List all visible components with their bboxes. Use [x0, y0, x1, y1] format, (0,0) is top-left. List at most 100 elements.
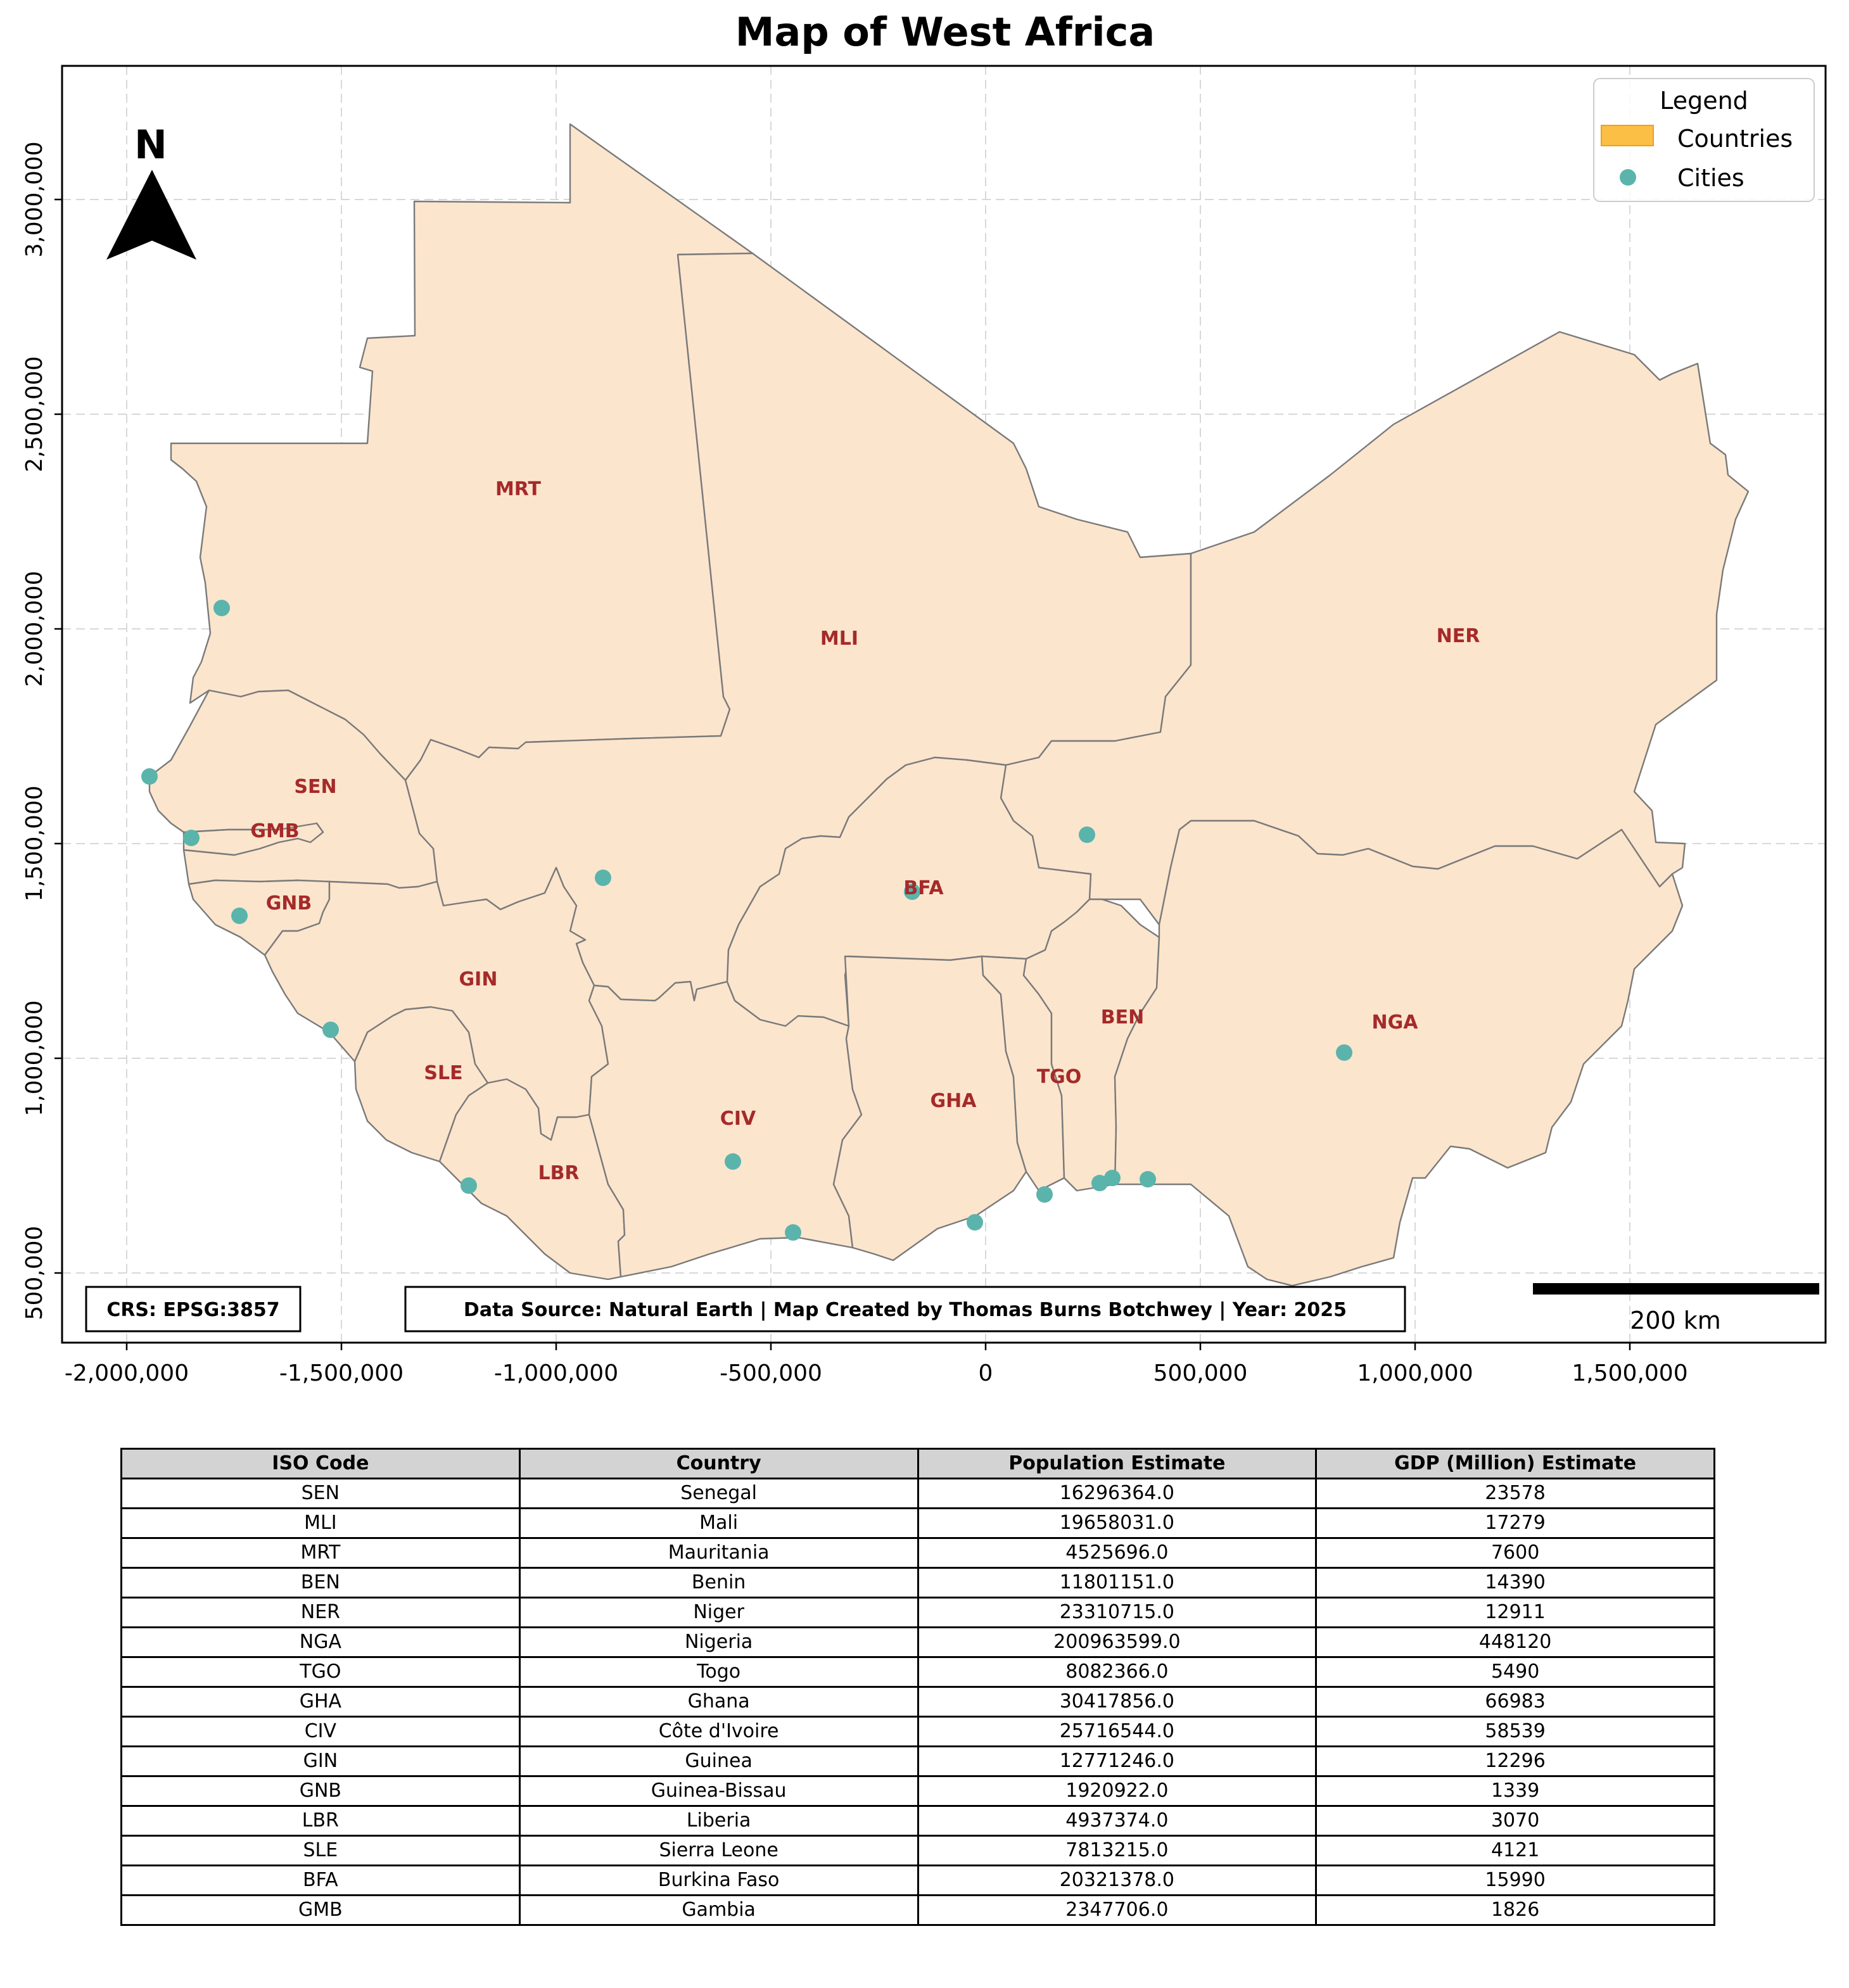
table-cell: 1920922.0 [917, 1775, 1318, 1807]
y-tick-label: 3,000,000 [22, 141, 48, 257]
table-cell: 8082366.0 [917, 1656, 1318, 1688]
legend-cities-marker [1620, 169, 1636, 186]
table-row: BFA Burkina Faso 20321378.0 15990 [120, 1865, 1715, 1896]
table-cell: CIV [120, 1716, 521, 1747]
table-cell: 12771246.0 [917, 1745, 1318, 1777]
x-tick-label: 1,000,000 [1357, 1360, 1473, 1386]
table-cell: 12911 [1315, 1597, 1715, 1628]
table-cell: 4937374.0 [917, 1805, 1318, 1837]
country-label-gmb: GMB [250, 820, 299, 842]
country-labels: MRT MLI NER SEN GMB GNB GIN BFA SLE LBR … [250, 478, 1480, 1184]
table-cell: GHA [120, 1686, 521, 1718]
table-cell: 19658031.0 [917, 1507, 1318, 1539]
table-row: TGO Togo 8082366.0 5490 [120, 1656, 1715, 1688]
country-label-civ: CIV [720, 1108, 756, 1130]
x-axis: -2,000,000 -1,500,000 -1,000,000 -500,00… [65, 1343, 1688, 1386]
table-cell: Mauritania [518, 1537, 919, 1569]
table-cell: NER [120, 1597, 521, 1628]
table-cell: 11801151.0 [917, 1567, 1318, 1599]
table-cell: 448120 [1315, 1626, 1715, 1658]
table-cell: Burkina Faso [518, 1865, 919, 1896]
table-cell: Ghana [518, 1686, 919, 1718]
table-row: LBR Liberia 4937374.0 3070 [120, 1805, 1715, 1837]
table-cell: 23310715.0 [917, 1597, 1318, 1628]
city-point [1104, 1170, 1121, 1186]
table-cell: SEN [120, 1478, 521, 1509]
x-tick-label: -1,500,000 [279, 1360, 403, 1386]
country-label-gin: GIN [459, 968, 498, 991]
table-cell: 12296 [1315, 1745, 1715, 1777]
cities-layer [141, 600, 1352, 1241]
table-header-row: ISO Code Country Population Estimate GDP… [120, 1448, 1715, 1479]
city-point [231, 908, 248, 924]
crs-box [85, 1286, 302, 1333]
city-point [1079, 826, 1095, 843]
country-label-tgo: TGO [1037, 1066, 1082, 1088]
country-label-mli: MLI [820, 628, 858, 650]
city-point [725, 1153, 741, 1170]
country-shape-nga [1114, 820, 1684, 1287]
table-cell: 3070 [1315, 1805, 1715, 1837]
city-point [1336, 1044, 1352, 1061]
table-row: NGA Nigeria 200963599.0 448120 [120, 1626, 1715, 1658]
table-cell: SLE [120, 1835, 521, 1866]
y-tick-label: 1,000,000 [22, 1000, 48, 1116]
country-label-nga: NGA [1372, 1011, 1419, 1034]
x-tick-label: 500,000 [1153, 1360, 1248, 1386]
city-point [1140, 1171, 1156, 1187]
table-cell: 1339 [1315, 1775, 1715, 1807]
legend: Legend Countries Cities [1593, 78, 1815, 202]
table-cell: MRT [120, 1537, 521, 1569]
city-point [461, 1177, 477, 1194]
table-cell: 1826 [1315, 1894, 1715, 1926]
table-cell: BEN [120, 1567, 521, 1599]
country-label-ner: NER [1437, 625, 1480, 647]
table-cell: NGA [120, 1626, 521, 1658]
table-cell: Niger [518, 1597, 919, 1628]
map-frame [61, 65, 1827, 1344]
table-cell: 14390 [1315, 1567, 1715, 1599]
table-cell: BFA [120, 1865, 521, 1896]
table-cell: 16296364.0 [917, 1478, 1318, 1509]
country-label-sle: SLE [424, 1062, 462, 1084]
y-tick-label: 2,000,000 [22, 571, 48, 687]
table-row: SLE Sierra Leone 7813215.0 4121 [120, 1835, 1715, 1866]
table-cell: Togo [518, 1656, 919, 1688]
country-shape-mrt [170, 123, 754, 782]
country-label-mrt: MRT [495, 478, 542, 500]
table-cell: 25716544.0 [917, 1716, 1318, 1747]
x-tick-label: 1,500,000 [1572, 1360, 1687, 1386]
table-cell: 4525696.0 [917, 1537, 1318, 1569]
table-cell: LBR [120, 1805, 521, 1837]
table-cell: Guinea-Bissau [518, 1775, 919, 1807]
x-tick-label: 0 [979, 1360, 993, 1386]
country-label-bfa: BFA [903, 877, 944, 899]
table-cell: 17279 [1315, 1507, 1715, 1539]
table-row: MRT Mauritania 4525696.0 7600 [120, 1537, 1715, 1569]
country-shape-gmb [182, 822, 324, 856]
legend-countries-label: Countries [1677, 125, 1793, 153]
countries-layer [148, 123, 1750, 1287]
country-data-table: ISO Code Country Population Estimate GDP… [120, 1448, 1715, 1926]
y-tick-label: 500,000 [22, 1226, 48, 1320]
legend-title: Legend [1660, 87, 1748, 115]
table-row: SEN Senegal 16296364.0 23578 [120, 1478, 1715, 1509]
table-cell: Côte d'Ivoire [518, 1716, 919, 1747]
country-label-gnb: GNB [266, 892, 312, 915]
table-cell: Gambia [518, 1894, 919, 1926]
source-text: Data Source: Natural Earth | Map Created… [464, 1299, 1347, 1321]
city-point [183, 830, 200, 846]
x-tick-label: -500,000 [720, 1360, 822, 1386]
y-tick-label: 1,500,000 [22, 785, 48, 901]
table-cell: TGO [120, 1656, 521, 1688]
table-cell: GIN [120, 1745, 521, 1777]
city-point [322, 1022, 339, 1038]
table-cell: Sierra Leone [518, 1835, 919, 1866]
table-cell: 2347706.0 [917, 1894, 1318, 1926]
city-point [1036, 1186, 1053, 1203]
table-cell: Guinea [518, 1745, 919, 1777]
city-point [141, 768, 158, 785]
column-header-country: Country [518, 1448, 919, 1479]
column-header-population: Population Estimate [917, 1448, 1318, 1479]
